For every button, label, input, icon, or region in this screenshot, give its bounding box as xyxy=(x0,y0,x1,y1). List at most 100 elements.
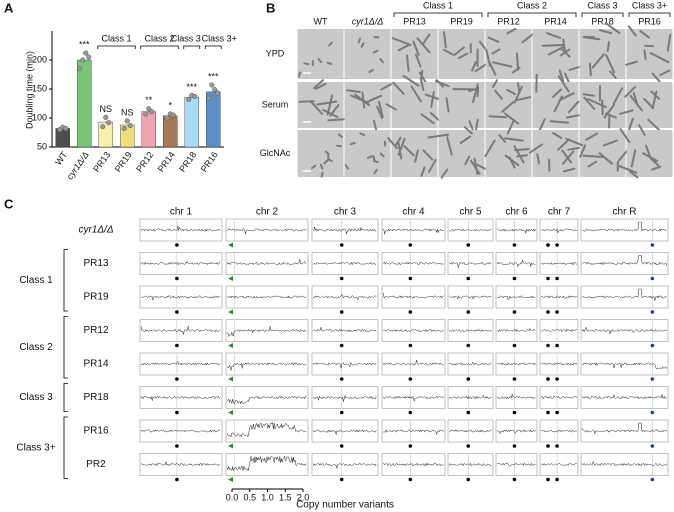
track-box xyxy=(225,252,309,275)
data-point xyxy=(77,66,83,72)
cnv-trace xyxy=(140,295,221,301)
centromere-marker xyxy=(408,243,413,247)
column-header: WT xyxy=(314,16,328,26)
class-label: Class 3+ xyxy=(16,442,55,453)
centromere-marker xyxy=(175,276,179,281)
track-box xyxy=(580,453,669,476)
cnv-trace xyxy=(496,259,536,268)
class-label: Class 2 xyxy=(19,342,53,353)
centromere-marker xyxy=(466,343,471,348)
micrograph xyxy=(532,82,579,128)
row-label: Serum xyxy=(262,99,289,109)
class-label: Class 2 xyxy=(144,33,174,43)
cnv-trace xyxy=(226,326,307,337)
class-label: Class 2 xyxy=(517,0,547,10)
data-point xyxy=(106,120,112,126)
panel-letter: B xyxy=(266,0,275,15)
centromere-marker xyxy=(512,343,517,348)
centromere-marker xyxy=(408,310,413,314)
chromosome-label: chr 3 xyxy=(334,207,357,218)
track-box xyxy=(139,453,223,476)
x-tick-label: WT xyxy=(53,149,70,167)
track-box xyxy=(225,453,309,476)
cnv-trace xyxy=(581,255,668,267)
centromere-marker xyxy=(339,444,344,448)
cnv-trace xyxy=(496,393,536,400)
cell xyxy=(387,136,437,177)
cnv-trace xyxy=(382,228,444,235)
track-box xyxy=(447,419,494,443)
significance-label: *** xyxy=(208,71,219,81)
track-box xyxy=(225,218,309,242)
cnv-trace xyxy=(382,395,445,403)
centromere-marker xyxy=(408,444,413,448)
track-box xyxy=(539,252,579,275)
centromere-marker xyxy=(512,477,517,482)
class-bracket xyxy=(487,12,577,17)
centromere-marker xyxy=(466,410,471,415)
cell xyxy=(385,74,445,125)
x-tick-label: PR13 xyxy=(91,150,112,174)
centromere-marker xyxy=(650,276,655,281)
track-box xyxy=(495,386,538,409)
track-box xyxy=(225,386,309,409)
track-box xyxy=(580,319,669,342)
centromere-marker xyxy=(339,243,344,247)
panel-letter: A xyxy=(4,0,14,15)
cnv-trace xyxy=(540,295,578,299)
centromere-marker xyxy=(546,410,550,415)
class-label: Class 1 xyxy=(101,33,131,43)
x-tick-label: cyr1Δ/Δ xyxy=(65,150,91,182)
significance-label: *** xyxy=(186,82,197,92)
centromere-marker xyxy=(466,444,471,448)
data-point xyxy=(149,109,155,115)
panel-letter: C xyxy=(4,196,14,211)
cell xyxy=(346,83,393,132)
track-box xyxy=(495,252,538,275)
data-point xyxy=(83,50,89,56)
cnv-trace xyxy=(312,327,377,333)
track-box xyxy=(311,453,379,476)
data-point xyxy=(164,115,170,121)
cell xyxy=(582,21,621,79)
class-bracket xyxy=(628,12,671,17)
track-box xyxy=(139,319,223,342)
column-header: PR12 xyxy=(497,16,520,26)
track-box xyxy=(311,285,379,309)
cell xyxy=(485,27,534,76)
cnv-trace xyxy=(383,429,445,436)
track-box xyxy=(539,218,579,242)
centromere-marker xyxy=(512,310,517,314)
track-box xyxy=(495,218,538,242)
rdna-marker xyxy=(228,410,233,415)
track-box xyxy=(311,218,379,242)
cnv-trace xyxy=(382,261,444,266)
cell xyxy=(298,41,333,78)
class-bracket xyxy=(63,249,68,312)
track-box xyxy=(225,285,309,309)
centromere-marker xyxy=(650,477,655,482)
track-box xyxy=(447,285,494,309)
micrograph xyxy=(297,130,344,177)
track-box xyxy=(580,386,669,409)
track-box xyxy=(225,352,309,376)
centromere-marker xyxy=(175,310,179,314)
data-point xyxy=(192,93,198,100)
cell xyxy=(427,126,495,179)
cnv-trace xyxy=(496,228,536,234)
x-tick-label: PR12 xyxy=(134,150,155,174)
centromere-marker xyxy=(555,343,559,348)
x-tick-label: 1.5 xyxy=(279,492,292,502)
cell xyxy=(443,31,493,73)
track-box xyxy=(539,419,579,443)
centromere-marker xyxy=(555,377,559,381)
row-label: PR2 xyxy=(86,459,106,470)
cnv-trace xyxy=(448,328,492,333)
cnv-trace xyxy=(312,429,377,435)
centromere-marker xyxy=(408,377,413,381)
cnv-trace xyxy=(448,462,492,466)
centromere-marker xyxy=(339,343,344,348)
micrograph xyxy=(485,130,532,177)
y-tick-label: 150 xyxy=(32,83,47,93)
chromosome-label: chr 6 xyxy=(505,207,528,218)
